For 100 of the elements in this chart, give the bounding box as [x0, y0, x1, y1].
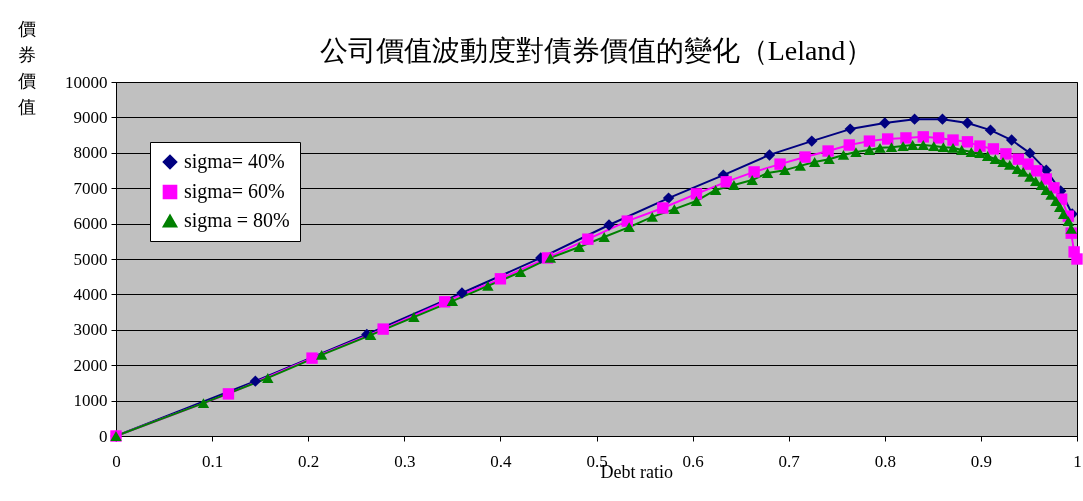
- point: [1004, 159, 1016, 170]
- y-tick-label: 1000: [73, 391, 108, 411]
- point: [315, 350, 328, 360]
- y-tick-label: 4000: [73, 284, 108, 304]
- point: [961, 117, 974, 129]
- x-tick-label: 0.8: [874, 451, 896, 471]
- point: [906, 140, 919, 150]
- point: [1000, 148, 1012, 160]
- point: [822, 145, 834, 157]
- point: [794, 160, 806, 171]
- x-tick-label: 0.6: [682, 451, 704, 471]
- point: [222, 388, 235, 400]
- point: [937, 142, 950, 153]
- point: [900, 132, 912, 144]
- point: [974, 148, 986, 159]
- point: [306, 352, 318, 364]
- point: [668, 204, 681, 215]
- point: [623, 222, 635, 233]
- point: [917, 131, 929, 143]
- point: [249, 375, 262, 387]
- point: [879, 117, 891, 129]
- y-tick-label: 2000: [73, 355, 108, 375]
- point: [646, 211, 658, 222]
- point: [843, 139, 855, 151]
- y-tick-label: 5000: [73, 249, 108, 269]
- point: [881, 133, 894, 145]
- point: [1005, 134, 1018, 146]
- point: [446, 296, 459, 307]
- point: [774, 158, 786, 170]
- point: [808, 157, 821, 167]
- point: [456, 287, 468, 299]
- point: [897, 141, 909, 152]
- point: [748, 166, 760, 178]
- legend-label: sigma= 40%: [184, 150, 285, 173]
- point: [947, 134, 959, 146]
- x-tick-label: 0.3: [394, 451, 416, 471]
- point: [987, 143, 1000, 155]
- x-tick-label: 0: [112, 451, 121, 471]
- point: [603, 219, 615, 231]
- point: [863, 135, 876, 147]
- point: [1024, 147, 1036, 159]
- point: [377, 323, 389, 335]
- x-tick-label: 1: [1073, 451, 1082, 471]
- y-tick-label: 10000: [65, 72, 108, 92]
- point: [1062, 216, 1075, 227]
- point: [690, 196, 703, 206]
- point: [573, 242, 585, 252]
- point: [197, 398, 210, 409]
- point: [874, 142, 886, 153]
- point: [844, 123, 856, 135]
- point: [494, 273, 507, 285]
- point: [928, 141, 940, 152]
- point: [582, 233, 594, 245]
- point: [1012, 153, 1025, 165]
- point: [364, 330, 377, 341]
- point: [955, 145, 968, 155]
- point: [709, 185, 722, 195]
- point: [965, 147, 977, 158]
- point: [1017, 166, 1029, 177]
- x-tick-label: 0.2: [298, 451, 320, 471]
- point: [662, 192, 675, 204]
- point: [932, 132, 945, 144]
- point: [728, 180, 740, 190]
- x-tick-label: 0.4: [490, 451, 513, 471]
- point: [690, 188, 703, 200]
- point: [1045, 189, 1057, 200]
- y-tick-label: 9000: [73, 107, 108, 127]
- point: [598, 232, 610, 242]
- point: [823, 154, 835, 165]
- x-tick-label: 0.1: [201, 451, 224, 471]
- point: [1030, 165, 1043, 177]
- y-tick-label: 3000: [73, 320, 108, 340]
- point: [984, 124, 997, 136]
- y-axis-title: 價券價值: [17, 18, 36, 117]
- x-tick-label: 0.9: [970, 451, 993, 471]
- y-tick-label: 7000: [73, 178, 108, 198]
- point: [408, 312, 420, 322]
- point: [779, 165, 791, 176]
- point: [806, 135, 818, 147]
- point: [262, 373, 274, 383]
- point: [720, 176, 732, 188]
- point: [908, 113, 921, 125]
- chart-title: 公司價值波動度對債券價值的變化（Leland）: [319, 35, 874, 66]
- point: [974, 140, 986, 152]
- point: [1071, 253, 1083, 265]
- point: [657, 202, 669, 214]
- x-tick-label: 0.7: [778, 451, 801, 471]
- y-tick-label: 0: [99, 426, 108, 446]
- legend-label: sigma = 80%: [184, 209, 290, 232]
- legend-label: sigma= 60%: [184, 180, 285, 203]
- point: [482, 280, 494, 291]
- point: [961, 136, 974, 148]
- point: [837, 149, 850, 160]
- point: [746, 175, 758, 185]
- point: [438, 296, 451, 308]
- point: [917, 140, 929, 150]
- point: [981, 151, 994, 161]
- point: [885, 142, 898, 153]
- y-tick-label: 6000: [73, 214, 108, 234]
- y-tick-label: 8000: [73, 143, 108, 163]
